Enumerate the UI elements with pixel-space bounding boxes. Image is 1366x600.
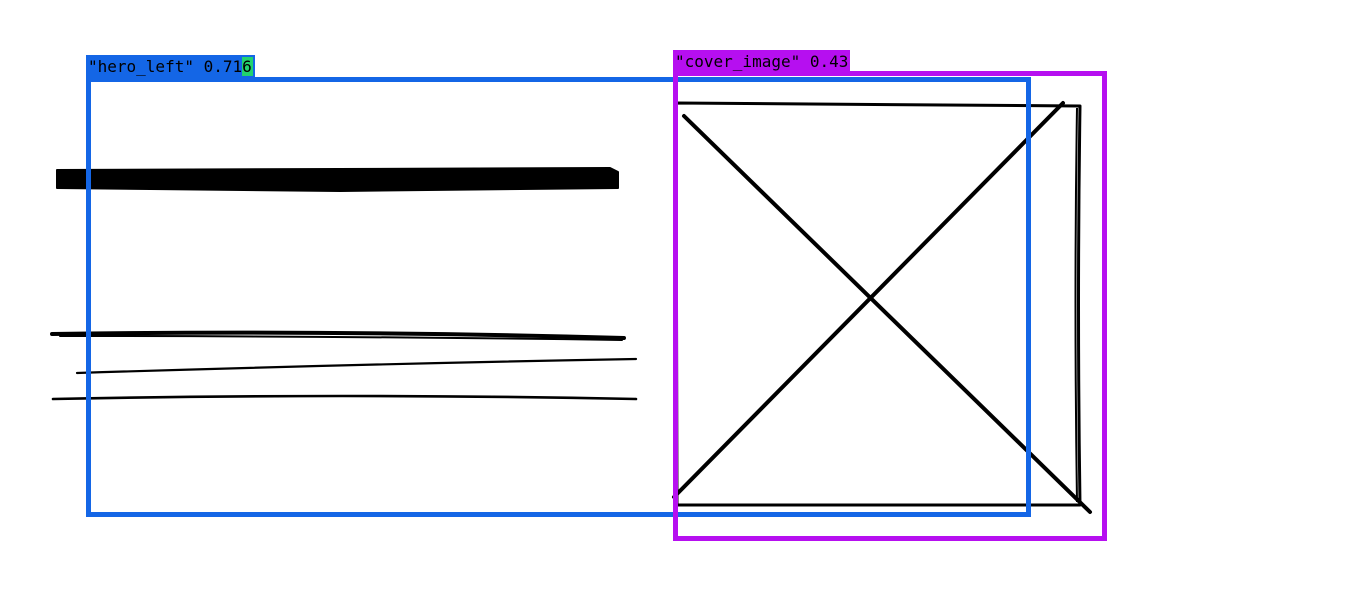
- image-placeholder: [672, 101, 1092, 514]
- hero-left-label-score: 0.71: [203, 57, 243, 76]
- text-line-2: [75, 357, 638, 375]
- hero-left-detection-label: "hero_left" 0.716: [86, 55, 255, 79]
- hero-left-label-score-tail: 6: [242, 57, 253, 76]
- text-line-1: [50, 330, 626, 340]
- hero-left-label-name: "hero_left": [88, 57, 204, 76]
- heading-scribble: [56, 167, 619, 192]
- cover-image-label-name: "cover_image": [675, 52, 810, 71]
- image-placeholder-frame-edge: [1074, 107, 1078, 503]
- text-line-1-shadow: [59, 335, 623, 341]
- text-line-3: [51, 394, 638, 401]
- cover-image-detection-label: "cover_image" 0.43: [673, 50, 851, 74]
- image-placeholder-cross-2: [672, 101, 1065, 499]
- image-placeholder-cross: [682, 114, 1092, 514]
- cover-image-label-score: 0.43: [809, 52, 849, 71]
